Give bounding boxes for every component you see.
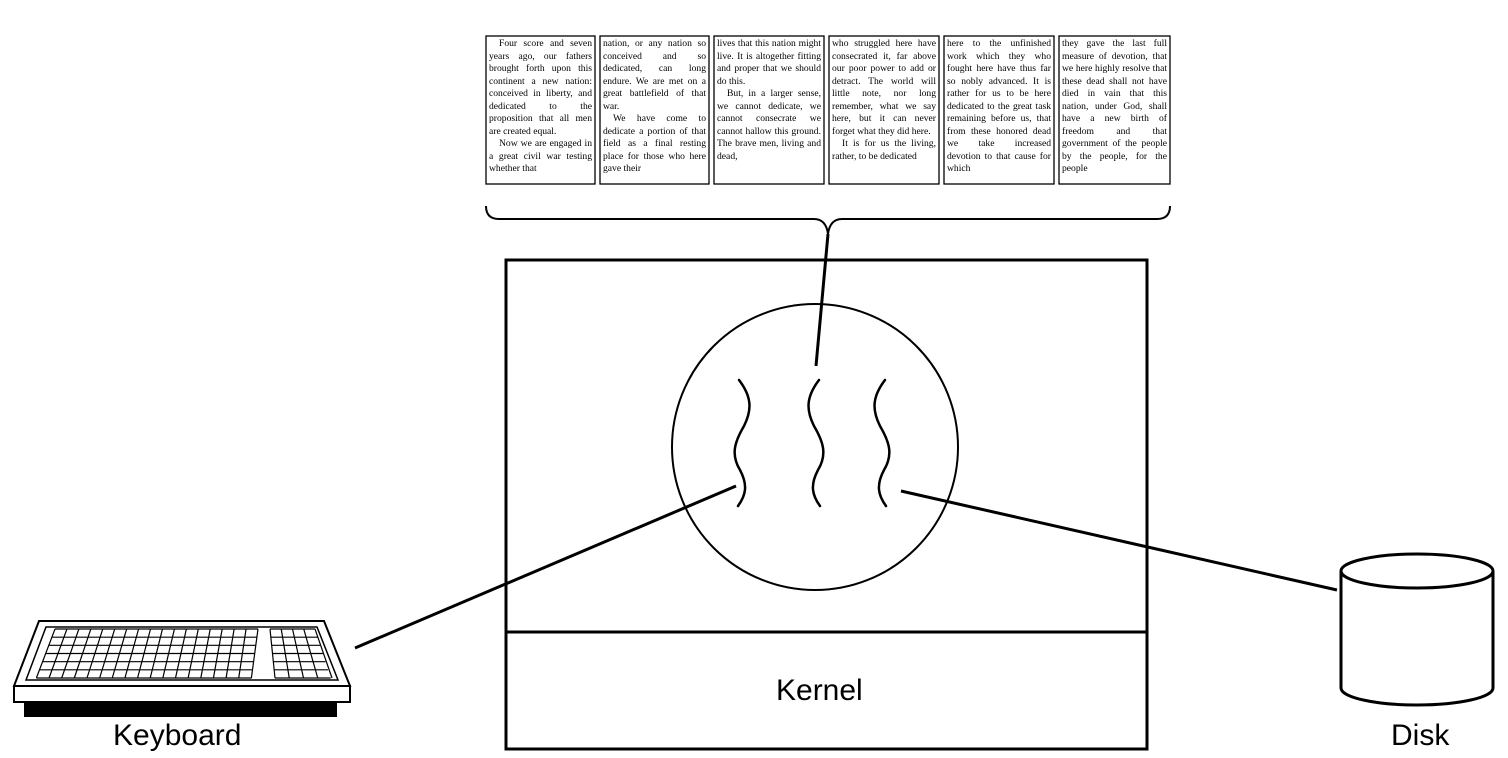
- kernel-label: Kernel: [776, 674, 863, 707]
- page-text-1: Four score and seven years ago, our fath…: [489, 38, 592, 181]
- page-paragraph: We have come to dedicate a portion of th…: [603, 113, 706, 175]
- keyboard-key-line: [124, 628, 140, 679]
- keyboard-key-line: [269, 628, 276, 679]
- keyboard-key-line: [250, 628, 259, 679]
- keyboard-key-line: [212, 628, 223, 679]
- page-text-3: lives that this nation might live. It is…: [717, 38, 821, 181]
- keyboard-key-line: [61, 628, 80, 679]
- page-text-6: they gave the last full measure of devot…: [1062, 38, 1167, 181]
- keyboard-key-grid: [35, 628, 333, 679]
- connections: [354, 233, 1338, 650]
- keyboard-key-line: [187, 628, 199, 679]
- keyboard-key-line: [111, 628, 128, 679]
- pages-brace: [485, 205, 1171, 235]
- keyboard-key-line: [200, 628, 211, 679]
- keyboard-key-line: [48, 628, 68, 679]
- keyboard-label: Keyboard: [113, 719, 242, 752]
- keyboard-key-line: [73, 628, 92, 679]
- memory-pages: [485, 35, 1171, 185]
- page-paragraph: lives that this nation might live. It is…: [717, 38, 821, 87]
- memory-page-6: [1058, 35, 1171, 185]
- page-paragraph: they gave the last full measure of devot…: [1062, 38, 1167, 175]
- thread-2: [807, 378, 825, 508]
- keyboard-icon: [12, 620, 352, 717]
- keyboard-key-line: [35, 628, 56, 679]
- memory-page-5: [943, 35, 1055, 185]
- page-paragraph: who struggled here have consecrated it, …: [832, 38, 936, 137]
- page-paragraph: It is for us the living, rather, to be d…: [832, 138, 936, 162]
- keyboard-key-line: [291, 628, 305, 679]
- memory-page-4: [828, 35, 940, 185]
- keyboard-key-line: [314, 628, 333, 679]
- page-paragraph: But, in a larger sense, we cannot dedica…: [717, 88, 821, 162]
- brace-to-thread-line: [814, 233, 830, 367]
- disk-icon: [1339, 552, 1495, 707]
- keyboard-key-line: [280, 628, 290, 679]
- keyboard-key-line: [99, 628, 116, 679]
- page-text-5: here to the unfinished work which they w…: [947, 38, 1051, 181]
- memory-page-2: [599, 35, 710, 185]
- keyboard-key-line: [238, 628, 247, 679]
- page-paragraph: Four score and seven years ago, our fath…: [489, 38, 592, 137]
- thread-3: [873, 378, 891, 508]
- page-paragraph: here to the unfinished work which they w…: [947, 38, 1051, 175]
- memory-page-3: [713, 35, 825, 185]
- disk-label: Disk: [1391, 719, 1450, 752]
- process-circle: [671, 303, 959, 591]
- keyboard-key-line: [136, 628, 152, 679]
- keyboard-key-line: [303, 628, 319, 679]
- thread-to-disk-line: [900, 489, 1338, 592]
- keyboard-key-line: [225, 628, 235, 679]
- keyboard-key-line: [174, 628, 187, 679]
- page-paragraph: nation, or any nation so conceived and s…: [603, 38, 706, 112]
- keyboard-key-line: [162, 628, 175, 679]
- page-paragraph: Now we are engaged in a great civil war …: [489, 138, 592, 175]
- thread-1: [733, 378, 751, 508]
- page-text-4: who struggled here have consecrated it, …: [832, 38, 936, 181]
- keyboard-key-line: [86, 628, 104, 679]
- page-text-2: nation, or any nation so conceived and s…: [603, 38, 706, 181]
- memory-page-1: [485, 35, 596, 185]
- keyboard-to-thread-line: [354, 484, 737, 650]
- keyboard-key-line: [149, 628, 164, 679]
- threads: [733, 378, 891, 508]
